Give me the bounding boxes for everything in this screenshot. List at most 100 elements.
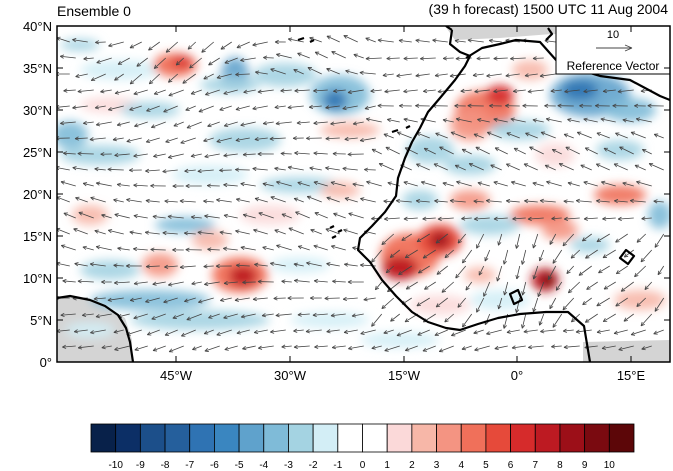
wind-arrow — [387, 118, 400, 123]
wind-arrowhead — [179, 199, 184, 204]
wind-arrow — [186, 121, 202, 129]
wind-arrowhead — [544, 164, 550, 169]
wind-arrow — [384, 89, 400, 93]
wind-arrow — [433, 163, 448, 171]
wind-arrowhead — [468, 162, 474, 167]
wind-arrow — [152, 345, 166, 352]
wind-arrowhead — [224, 59, 229, 64]
wind-arrow — [537, 281, 545, 297]
wind-arrowhead — [438, 348, 444, 353]
wind-arrow — [223, 214, 238, 219]
wind-arrowhead — [596, 302, 601, 307]
wind-arrow — [207, 121, 220, 127]
wind-arrowhead — [144, 230, 150, 235]
wind-arrowhead — [435, 239, 441, 244]
wind-arrowhead — [208, 314, 213, 319]
colorbar-label: 9 — [582, 460, 588, 471]
anomaly-patch — [594, 185, 646, 205]
wind-arrow — [60, 181, 76, 187]
wind-arrow — [281, 345, 292, 348]
wind-arrow — [596, 132, 610, 139]
wind-arrow — [325, 228, 340, 235]
wind-arrow — [343, 229, 358, 235]
wind-arrow — [312, 313, 328, 316]
wind-arrowhead — [615, 302, 620, 307]
wind-arrow — [381, 297, 395, 309]
wind-arrowhead — [585, 254, 590, 259]
wind-arrowhead — [261, 313, 267, 318]
wind-arrowhead — [622, 118, 627, 123]
wind-arrow — [275, 313, 292, 316]
wind-arrow — [476, 297, 485, 313]
wind-arrowhead — [116, 182, 122, 187]
wind-arrow — [435, 233, 448, 244]
wind-arrowhead — [618, 346, 623, 351]
wind-arrowhead — [184, 298, 189, 303]
wind-arrowhead — [461, 346, 466, 351]
reference-vector-magnitude: 10 — [607, 29, 619, 41]
wind-arrow — [580, 164, 592, 171]
wind-arrow — [235, 73, 250, 76]
wind-arrowhead — [366, 180, 371, 185]
wind-arrowhead — [532, 275, 537, 280]
wind-arrow — [93, 297, 106, 300]
wind-arrow — [552, 249, 563, 264]
wind-arrowhead — [63, 88, 68, 93]
wind-arrow — [596, 163, 610, 171]
wind-arrowhead — [567, 118, 572, 123]
wind-arrow — [252, 105, 268, 110]
wind-arrowhead — [309, 295, 314, 301]
wind-arrowhead — [243, 89, 248, 94]
wind-arrow — [462, 249, 473, 264]
wind-arrow — [474, 345, 490, 351]
wind-arrow — [422, 345, 436, 352]
wind-arrow — [180, 137, 196, 144]
wind-arrowhead — [493, 180, 498, 185]
wind-arrowhead — [602, 216, 607, 221]
wind-arrow — [243, 153, 256, 156]
wind-arrow — [533, 265, 539, 280]
wind-arrow — [654, 297, 665, 312]
wind-arrowhead — [258, 345, 263, 350]
reference-vector-box: 10 Reference Vector — [555, 26, 670, 75]
wind-arrowhead — [551, 216, 556, 221]
wind-arrowhead — [630, 331, 636, 336]
wind-arrow — [306, 262, 322, 267]
wind-arrowhead — [506, 163, 511, 168]
wind-arrowhead — [343, 228, 348, 233]
colorbar-swatch — [312, 423, 339, 453]
wind-arrow — [371, 148, 382, 155]
wind-arrow — [167, 216, 184, 219]
wind-arrowhead — [467, 38, 472, 43]
wind-arrowhead — [510, 56, 515, 61]
wind-arrowhead — [153, 90, 159, 95]
wind-arrowhead — [552, 323, 557, 328]
colorbar-swatch — [90, 423, 117, 453]
wind-arrow — [486, 329, 502, 335]
wind-arrow — [254, 197, 268, 203]
wind-arrow — [416, 200, 430, 203]
wind-arrowhead — [403, 56, 408, 61]
wind-arrowhead — [153, 153, 158, 158]
anomaly-patch — [192, 230, 228, 250]
wind-arrow — [309, 167, 322, 171]
wind-arrowhead — [483, 292, 487, 297]
wind-arrowhead — [359, 70, 364, 75]
wind-arrowhead — [619, 146, 624, 151]
wind-arrow — [602, 217, 616, 220]
wind-arrow — [455, 164, 466, 171]
wind-arrowhead — [371, 345, 376, 350]
wind-arrow — [332, 280, 346, 283]
wind-arrowhead — [505, 103, 510, 108]
wind-arrowhead — [575, 198, 580, 203]
wind-arrow — [96, 121, 112, 126]
wind-arrow — [145, 297, 160, 303]
wind-arrowhead — [390, 317, 395, 322]
wind-arrowhead — [308, 104, 314, 110]
wind-arrowhead — [581, 237, 587, 242]
wind-arrowhead — [600, 117, 605, 122]
wind-arrow — [511, 181, 526, 187]
wind-arrowhead — [385, 268, 391, 274]
wind-arrowhead — [219, 168, 224, 173]
wind-arrow — [168, 153, 184, 158]
